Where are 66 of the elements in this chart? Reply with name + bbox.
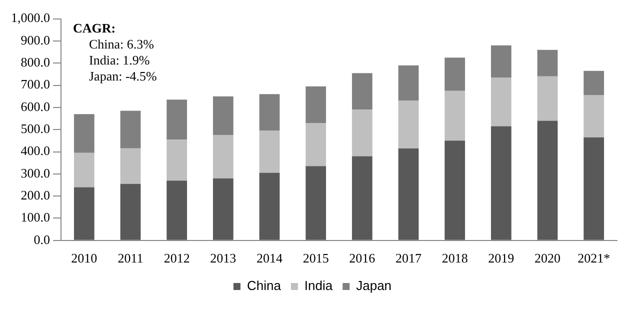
bar (398, 65, 419, 101)
y-tick-label: 100.0 (20, 210, 50, 225)
legend-label: China (246, 278, 282, 294)
bar (490, 126, 512, 240)
x-tick-label: 2011 (118, 250, 144, 266)
x-tick-label: 2018 (442, 250, 468, 266)
bar (490, 78, 512, 126)
y-tick-label: 900.0 (20, 32, 50, 48)
y-tick-label: 500.0 (20, 121, 50, 136)
y-tick-label: 0.0 (34, 232, 50, 247)
annotation: China: 6.3% (89, 36, 154, 52)
annotation: Japan: -4.5% (89, 68, 158, 84)
x-tick-label: 2015 (302, 250, 329, 266)
y-tick-label: 800.0 (20, 54, 50, 70)
x-tick-label: 2014 (256, 250, 283, 266)
x-tick-label: 2021* (578, 250, 610, 266)
y-tick-label: 200.0 (20, 188, 50, 202)
bar (74, 114, 94, 153)
bar (444, 58, 466, 91)
x-tick-label: 2017 (396, 250, 422, 266)
bar (398, 100, 419, 148)
bar (352, 73, 372, 110)
y-tick-label: 600.0 (20, 98, 50, 114)
y-tick-label: 1,000.0 (11, 10, 50, 26)
bar (74, 152, 94, 188)
bar (212, 135, 234, 178)
bar (537, 76, 558, 121)
legend-label: India (304, 278, 334, 294)
bar (166, 180, 188, 240)
bar (352, 156, 372, 240)
x-tick-label: 2013 (210, 250, 236, 266)
bar (212, 96, 234, 136)
x-tick-label: 2016 (349, 250, 376, 266)
bar (444, 140, 466, 240)
bar (306, 122, 326, 166)
annotation: India: 1.9% (89, 52, 150, 68)
y-tick-label: 400.0 (20, 143, 50, 158)
bar (166, 100, 188, 140)
bar (259, 172, 280, 240)
bar (584, 137, 604, 240)
bar (584, 70, 604, 96)
bar (537, 50, 558, 76)
bar (120, 148, 141, 184)
bar (306, 166, 326, 240)
x-tick-label: 2012 (164, 250, 190, 266)
annotation: CAGR: (73, 20, 116, 36)
bar (352, 110, 372, 156)
bar (259, 94, 280, 131)
bar (166, 140, 188, 181)
x-tick-label: 2010 (71, 250, 98, 266)
bar (398, 148, 419, 240)
bar (259, 130, 280, 173)
bar (120, 110, 141, 148)
bar (212, 178, 234, 240)
bar (444, 90, 466, 141)
bar (120, 184, 141, 240)
bar (490, 45, 512, 78)
bar (74, 187, 94, 240)
x-tick-label: 2019 (488, 250, 514, 266)
bar (306, 86, 326, 123)
legend-label: Japan (356, 278, 392, 294)
x-tick-label: 2020 (534, 250, 560, 266)
bar (584, 95, 604, 138)
y-tick-label: 300.0 (20, 165, 50, 180)
bar (537, 120, 558, 240)
y-tick-label: 700.0 (20, 76, 50, 92)
